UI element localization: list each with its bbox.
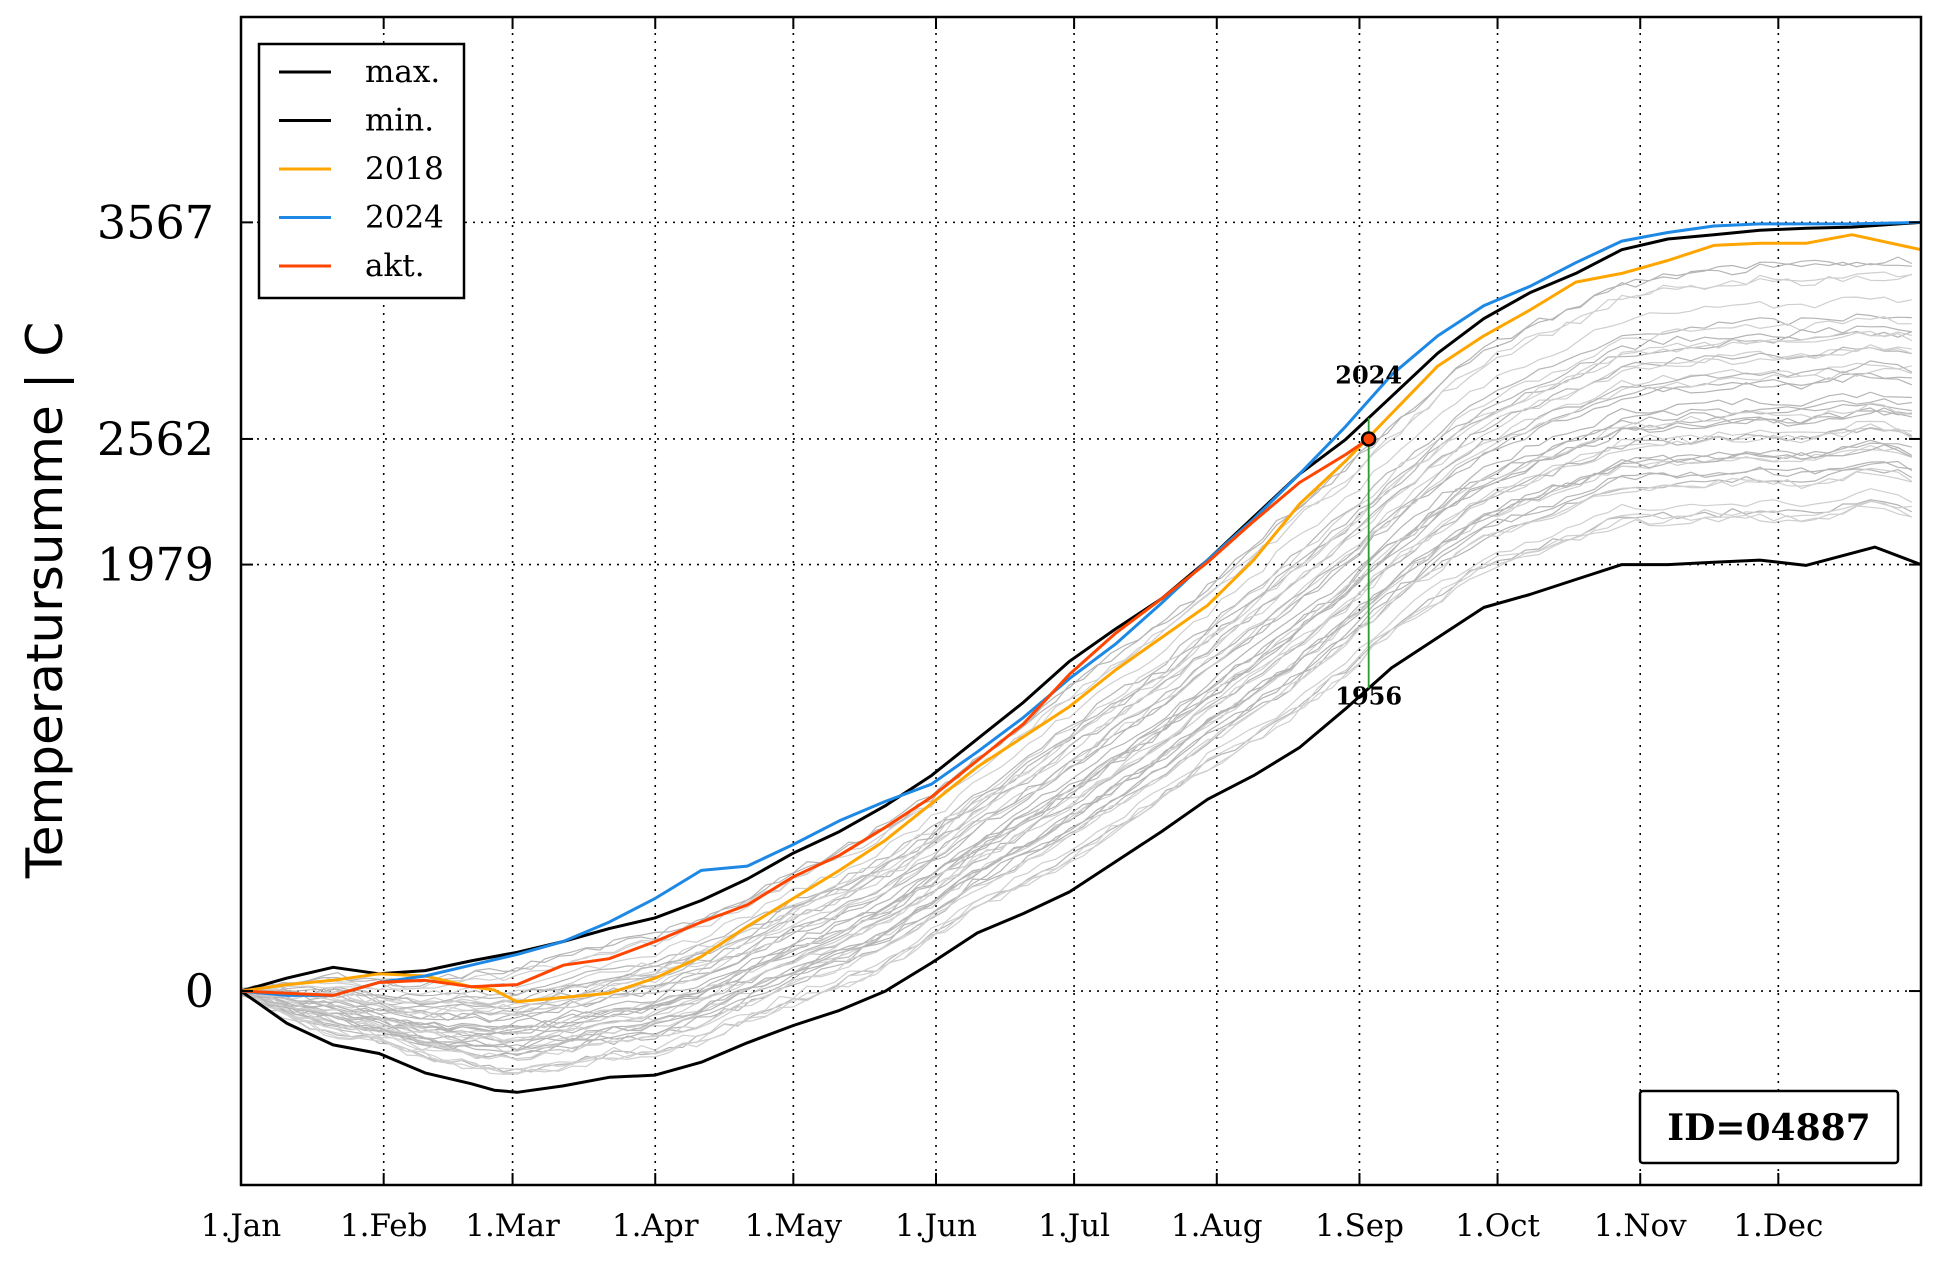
background-year-line — [240, 330, 1913, 1007]
annotations: 2024 1956 — [1335, 360, 1402, 710]
background-year-line — [240, 315, 1912, 1003]
background-year-line — [240, 467, 1913, 1060]
background-year-line — [240, 296, 1912, 996]
legend-label: max. — [365, 54, 440, 90]
background-year-line — [240, 460, 1913, 1058]
background-year-line — [240, 325, 1912, 1006]
background-year-line — [240, 261, 1912, 991]
x-tick-label: 1.Apr — [612, 1208, 699, 1244]
background-year-line — [240, 402, 1912, 1035]
x-tick-label: 1.Jan — [201, 1208, 281, 1244]
y-tick-label: 0 — [185, 964, 214, 1018]
x-tick-label: 1.May — [745, 1208, 843, 1244]
background-year-line — [240, 403, 1912, 1030]
series-line-akt — [240, 437, 1370, 997]
x-tick-label: 1.Feb — [340, 1208, 428, 1244]
background-year-line — [240, 373, 1913, 1023]
legend-label: 2018 — [365, 151, 444, 187]
series-group — [240, 220, 1922, 1094]
current-marker — [1360, 431, 1377, 447]
background-year-line — [240, 346, 1912, 1014]
x-tick-label: 1.Jul — [1038, 1208, 1110, 1244]
background-year-line — [240, 471, 1912, 1061]
y-tick-label: 3567 — [97, 195, 214, 249]
background-year-line — [240, 256, 1913, 993]
background-year-line — [240, 398, 1912, 1032]
background-year-line — [240, 420, 1912, 1041]
plot-frame — [239, 15, 1923, 1187]
background-year-line — [240, 362, 1912, 1019]
x-tick-label: 1.Aug — [1171, 1208, 1263, 1244]
legend-label: min. — [365, 103, 434, 139]
background-year-line — [240, 273, 1913, 993]
id-box-frame — [1638, 1089, 1900, 1165]
series-line-max — [240, 220, 1922, 993]
x-tick-label: 1.Nov — [1594, 1208, 1687, 1244]
background-year-line — [240, 391, 1912, 1030]
x-tick-label: 1.Jun — [895, 1208, 977, 1244]
background-year-line — [240, 271, 1912, 990]
background-year-line — [240, 423, 1913, 1045]
background-year-line — [240, 407, 1912, 1036]
tick-labels: 1.Jan 1.Feb 1.Mar 1.Apr 1.May 1.Jun 1.Jul 1.Aug… — [97, 195, 1823, 1244]
series-line-2024 — [240, 220, 1922, 997]
y-tick-label: 2562 — [97, 412, 214, 466]
legend-label: 2024 — [365, 200, 444, 236]
x-tick-label: 1.Mar — [465, 1208, 560, 1244]
background-year-line — [240, 505, 1912, 1075]
background-year-line — [240, 407, 1912, 1037]
legend-frame — [257, 42, 466, 300]
x-tick-label: 1.Sep — [1315, 1208, 1404, 1244]
series-line-2018 — [240, 233, 1922, 1004]
series-line-min — [240, 545, 1922, 1094]
legend-label: akt. — [365, 248, 425, 284]
background-year-lines — [240, 256, 1913, 1075]
id-box-label: ID=04887 — [1667, 1107, 1870, 1149]
background-year-line — [240, 461, 1912, 1057]
y-tick-label: 1979 — [97, 538, 214, 592]
background-year-line — [240, 367, 1912, 1019]
background-year-line — [240, 427, 1913, 1043]
background-year-line — [240, 360, 1913, 1020]
background-year-line — [240, 500, 1912, 1075]
x-tick-label: 1.Dec — [1733, 1208, 1823, 1244]
background-year-line — [240, 372, 1912, 1022]
legend: max. min. 2018 2024 akt. — [257, 42, 466, 300]
x-tick-label: 1.Oct — [1455, 1208, 1540, 1244]
annotation-label: 2024 — [1335, 360, 1402, 389]
annotation-label: 1956 — [1335, 681, 1402, 710]
background-year-line — [240, 488, 1913, 1071]
id-box: ID=04887 — [1638, 1089, 1900, 1165]
y-axis-label: Temperatursumme | C — [16, 322, 74, 880]
background-year-line — [240, 444, 1913, 1049]
background-year-line — [240, 346, 1912, 1010]
axis-ticks — [240, 17, 1921, 1185]
background-year-line — [240, 442, 1912, 1052]
